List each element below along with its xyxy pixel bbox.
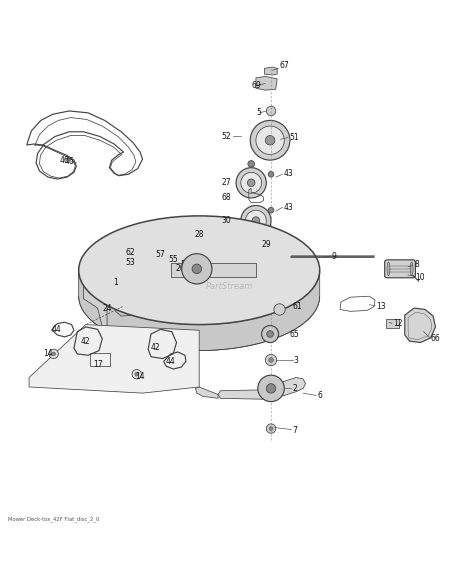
Text: 7: 7	[293, 426, 298, 436]
Circle shape	[262, 325, 279, 343]
Circle shape	[266, 424, 276, 433]
Circle shape	[269, 357, 273, 363]
Circle shape	[182, 254, 212, 284]
Circle shape	[132, 370, 142, 379]
Circle shape	[49, 349, 58, 359]
Circle shape	[258, 375, 284, 402]
Circle shape	[247, 179, 255, 187]
Text: 43: 43	[283, 169, 293, 178]
Circle shape	[265, 354, 277, 366]
Text: 69: 69	[251, 82, 261, 90]
Text: 42: 42	[151, 343, 161, 352]
Circle shape	[268, 208, 274, 213]
Circle shape	[146, 259, 149, 263]
Circle shape	[248, 160, 255, 167]
Text: 43: 43	[283, 203, 293, 212]
Text: 57: 57	[155, 250, 165, 259]
Text: 12: 12	[393, 319, 402, 328]
Text: 14: 14	[43, 349, 53, 359]
Circle shape	[274, 304, 285, 315]
Text: 27: 27	[222, 178, 231, 187]
Polygon shape	[171, 263, 256, 278]
FancyBboxPatch shape	[386, 319, 399, 328]
Polygon shape	[195, 387, 218, 398]
Text: 2: 2	[293, 384, 298, 393]
Circle shape	[182, 254, 188, 261]
Text: 5: 5	[256, 108, 261, 117]
Circle shape	[167, 252, 174, 259]
Text: 52: 52	[222, 132, 231, 141]
Text: 9: 9	[331, 251, 337, 261]
Circle shape	[246, 210, 266, 231]
Polygon shape	[79, 271, 319, 350]
Circle shape	[269, 427, 273, 430]
Circle shape	[266, 106, 276, 115]
Text: 46: 46	[60, 156, 69, 164]
Text: 10: 10	[416, 273, 425, 282]
Text: 68: 68	[222, 194, 231, 202]
Text: 26: 26	[175, 264, 185, 273]
Text: 44: 44	[52, 325, 62, 334]
Circle shape	[267, 331, 273, 338]
Ellipse shape	[410, 262, 413, 275]
Text: Mower Deck-tox_42F Flat_disc_2_0: Mower Deck-tox_42F Flat_disc_2_0	[8, 517, 99, 522]
Polygon shape	[218, 378, 306, 399]
Text: 56: 56	[180, 259, 190, 269]
Circle shape	[252, 217, 260, 224]
Text: 66: 66	[431, 334, 440, 343]
Text: 46: 46	[64, 157, 74, 166]
Circle shape	[248, 241, 256, 249]
Circle shape	[250, 121, 290, 160]
Text: 13: 13	[376, 302, 386, 311]
Text: 28: 28	[194, 230, 204, 239]
Text: 14: 14	[136, 372, 145, 381]
Text: 6: 6	[318, 391, 322, 400]
Ellipse shape	[387, 262, 390, 275]
Circle shape	[135, 373, 139, 376]
Text: 53: 53	[126, 258, 136, 266]
Text: 65: 65	[290, 331, 300, 339]
Text: 24: 24	[102, 304, 112, 312]
Text: 1: 1	[113, 278, 118, 287]
Text: 62: 62	[126, 248, 136, 257]
Polygon shape	[120, 273, 140, 284]
Circle shape	[236, 168, 266, 198]
Circle shape	[265, 135, 275, 145]
Polygon shape	[264, 67, 277, 75]
Circle shape	[241, 205, 271, 236]
Text: 55: 55	[168, 255, 178, 264]
Text: 29: 29	[262, 240, 271, 249]
Circle shape	[268, 171, 274, 177]
Text: 42: 42	[81, 336, 91, 346]
Ellipse shape	[79, 216, 319, 325]
Circle shape	[143, 257, 152, 265]
Polygon shape	[256, 76, 277, 90]
Text: 61: 61	[293, 302, 302, 311]
Text: 17: 17	[93, 360, 102, 369]
Circle shape	[241, 173, 262, 193]
Text: 8: 8	[414, 259, 419, 269]
FancyBboxPatch shape	[385, 260, 415, 278]
Polygon shape	[29, 325, 199, 393]
Polygon shape	[83, 273, 107, 327]
Circle shape	[192, 264, 201, 273]
Text: 3: 3	[294, 356, 299, 364]
Circle shape	[256, 126, 284, 154]
Polygon shape	[405, 308, 436, 343]
Text: PartStream: PartStream	[206, 282, 254, 292]
Text: 51: 51	[289, 133, 299, 142]
Text: 67: 67	[280, 61, 289, 70]
Text: 44: 44	[166, 357, 176, 366]
Circle shape	[266, 384, 276, 393]
Text: 30: 30	[221, 216, 231, 225]
Circle shape	[52, 352, 55, 356]
